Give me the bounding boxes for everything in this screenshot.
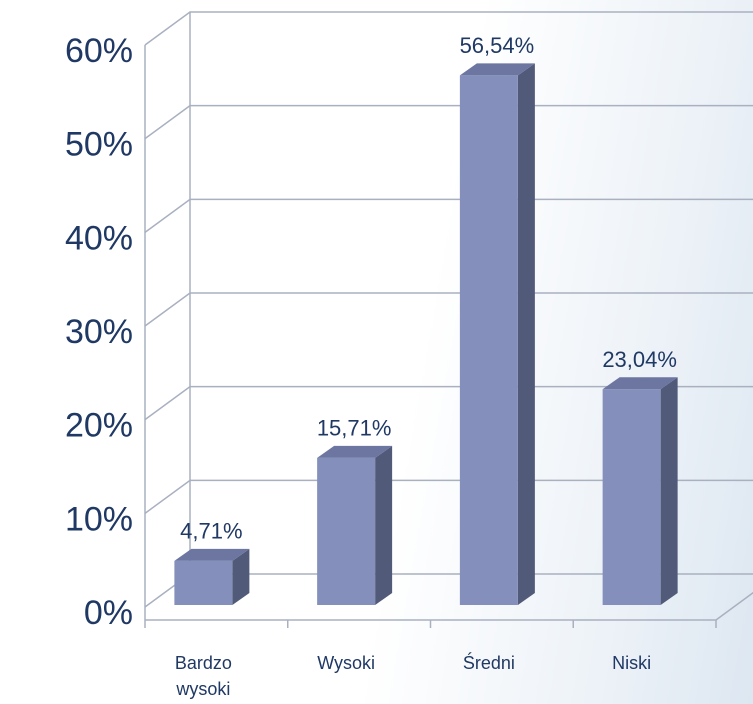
grid-line: [144, 385, 753, 421]
bar-top: [174, 548, 250, 561]
bar-side: [375, 445, 393, 605]
grid-line: [144, 104, 753, 140]
bar: [459, 75, 518, 605]
grid-line: [144, 479, 753, 514]
y-tick-label: 50%: [65, 126, 133, 164]
bar-side: [232, 548, 250, 605]
bar: [174, 560, 233, 605]
grid-line: [144, 292, 753, 327]
y-tick-label: 20%: [65, 407, 133, 445]
value-label: 4,71%: [180, 519, 242, 544]
x-tick-label: Bardzo wysoki: [174, 653, 232, 699]
y-tick-label: 30%: [65, 313, 133, 351]
bar-side: [660, 377, 678, 605]
bar-side: [517, 63, 535, 605]
y-tick-label: 40%: [65, 219, 133, 257]
bar-top: [459, 63, 535, 76]
bar-top: [317, 445, 393, 458]
y-tick-label: 60%: [65, 32, 133, 70]
bar: [317, 457, 376, 605]
x-tick-label: Średni: [462, 653, 515, 673]
value-label: 15,71%: [317, 416, 392, 441]
y-tick-label: 10%: [65, 500, 133, 538]
x-tick-label: Wysoki: [317, 653, 376, 673]
y-tick-label: 0%: [84, 594, 133, 632]
x-tick-label: Niski: [612, 653, 652, 673]
grid-line: [144, 198, 753, 233]
grid-line: [144, 11, 753, 46]
bar-top: [602, 377, 678, 390]
value-label: 23,04%: [602, 347, 677, 372]
value-label: 56,54%: [460, 33, 535, 58]
bar: [602, 389, 661, 605]
